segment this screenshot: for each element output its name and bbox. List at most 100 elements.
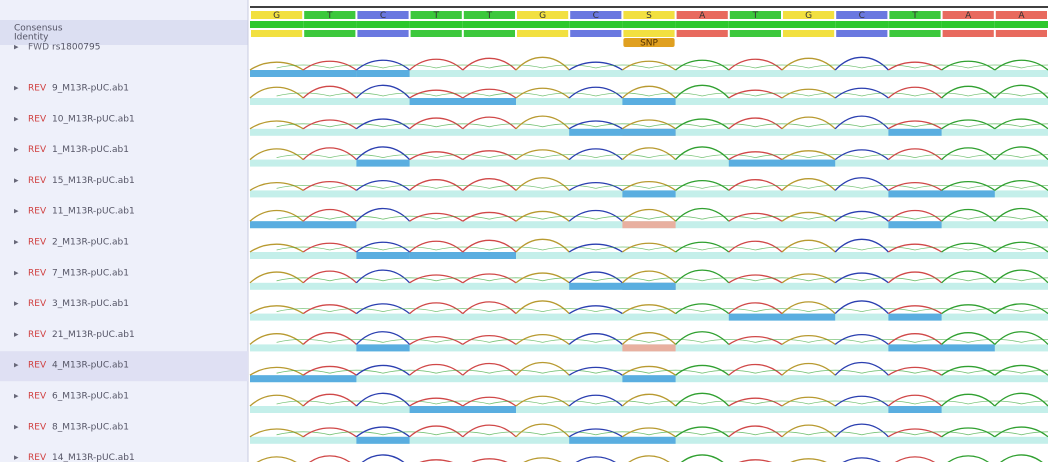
reference-base [357,30,408,37]
chromatogram-trough [702,155,755,158]
chromatogram-trough [915,432,968,435]
quality-cell [250,221,356,228]
chromatogram-peak [622,333,675,345]
quality-cell [622,98,675,105]
chromatogram-peak [782,179,835,191]
chromatogram-trough [383,370,436,373]
sequence-label: ▸ [14,330,19,340]
quality-cell [888,406,941,413]
chromatogram-trough [277,93,330,96]
chromatogram-peak [516,363,569,376]
chromatogram-trough [649,339,702,342]
chromatogram-peak [250,395,303,406]
chromatogram-peak [729,180,782,191]
chromatogram-trough [436,432,489,435]
chromatogram-trough [383,339,436,342]
chromatogram-trough [862,432,915,435]
chromatogram-trough [809,432,862,435]
chromatogram-trough [596,401,649,404]
chromatogram-trough [809,185,862,188]
reference-base [730,30,781,37]
chromatogram-trough [915,278,968,281]
chromatogram-peak [410,337,463,345]
chromatogram-peak [516,57,569,70]
chromatogram-peak [516,424,569,437]
chromatogram-trough [596,93,649,96]
chromatogram-trough [968,370,1021,373]
chromatogram-trough [915,155,968,158]
chromatogram-trough [436,93,489,96]
chromatogram-trough [543,155,596,158]
chromatogram-trough [755,370,808,373]
chromatogram-trough [862,278,915,281]
identity-bar [888,21,941,28]
quality-cell [410,98,516,105]
sequence-label: ▸ [14,84,19,94]
sequence-label: ▸ [14,145,19,155]
chromatogram-peak [250,149,303,160]
direction-label: FWD [28,43,49,53]
chromatogram-trough [968,401,1021,404]
chromatogram-peak [569,395,622,406]
direction-label: REV [28,84,47,94]
chromatogram-peak [622,394,675,406]
chromatogram-peak [729,118,782,129]
chromatogram-trough [702,432,755,435]
reference-base [677,30,728,37]
chromatogram-trough [436,247,489,250]
chromatogram-trough [702,370,755,373]
chromatogram-peak [622,271,675,283]
sequence-name: 11_M13R-pUC.ab1 [52,207,135,217]
chromatogram-trough [330,93,383,96]
sequence-icon: ▸ [14,114,19,124]
sequence-name: 9_M13R-pUC.ab1 [52,84,129,94]
chromatogram-peak [729,241,782,252]
chromatogram-trough [383,65,436,68]
chromatogram-peak [410,59,463,70]
chromatogram-trough [862,339,915,342]
sequence-icon: ▸ [14,84,19,94]
sequence-label: ▸ [14,392,19,402]
sequence-icon: ▸ [14,453,19,462]
chromatogram-trough [277,339,330,342]
consensus-base-letter: C [380,11,386,21]
quality-cell [888,190,994,197]
chromatogram-trough [809,155,862,158]
chromatogram-trough [702,216,755,219]
consensus-base-letter: G [273,11,280,21]
chromatogram-peak [835,301,888,314]
reference-base [996,30,1047,37]
chromatogram-trough [649,278,702,281]
chromatogram-peak [995,332,1048,345]
chromatogram-trough [862,93,915,96]
chromatogram-peak [569,306,622,314]
mismatch-cell [622,221,675,228]
quality-cell [622,190,675,197]
sequence-icon: ▸ [14,422,19,432]
chromatogram-peak [676,270,729,283]
chromatogram-peak [303,456,356,462]
chromatogram-trough [596,370,649,373]
chromatogram-trough [649,93,702,96]
chromatogram-trough [702,93,755,96]
chromatogram-trough [543,401,596,404]
chromatogram-trough [543,432,596,435]
chromatogram-peak [995,209,1048,222]
chromatogram-trough [702,247,755,250]
chromatogram-trough [277,124,330,127]
quality-cell [410,252,516,259]
chromatogram-trough [862,247,915,250]
chromatogram-trough [277,278,330,281]
sequence-label: ▸ [14,114,19,124]
quality-cell [888,344,994,351]
consensus-base-letter: A [699,11,706,21]
chromatogram-peak [729,303,782,314]
chromatogram-peak [250,244,303,252]
chromatogram-trough [277,247,330,250]
chromatogram-peak [729,337,782,345]
chromatogram-trough [383,278,436,281]
chromatogram-peak [250,457,303,462]
chromatogram-peak [942,271,995,283]
chromatogram-trough [862,309,915,312]
chromatogram-peak [995,393,1048,406]
